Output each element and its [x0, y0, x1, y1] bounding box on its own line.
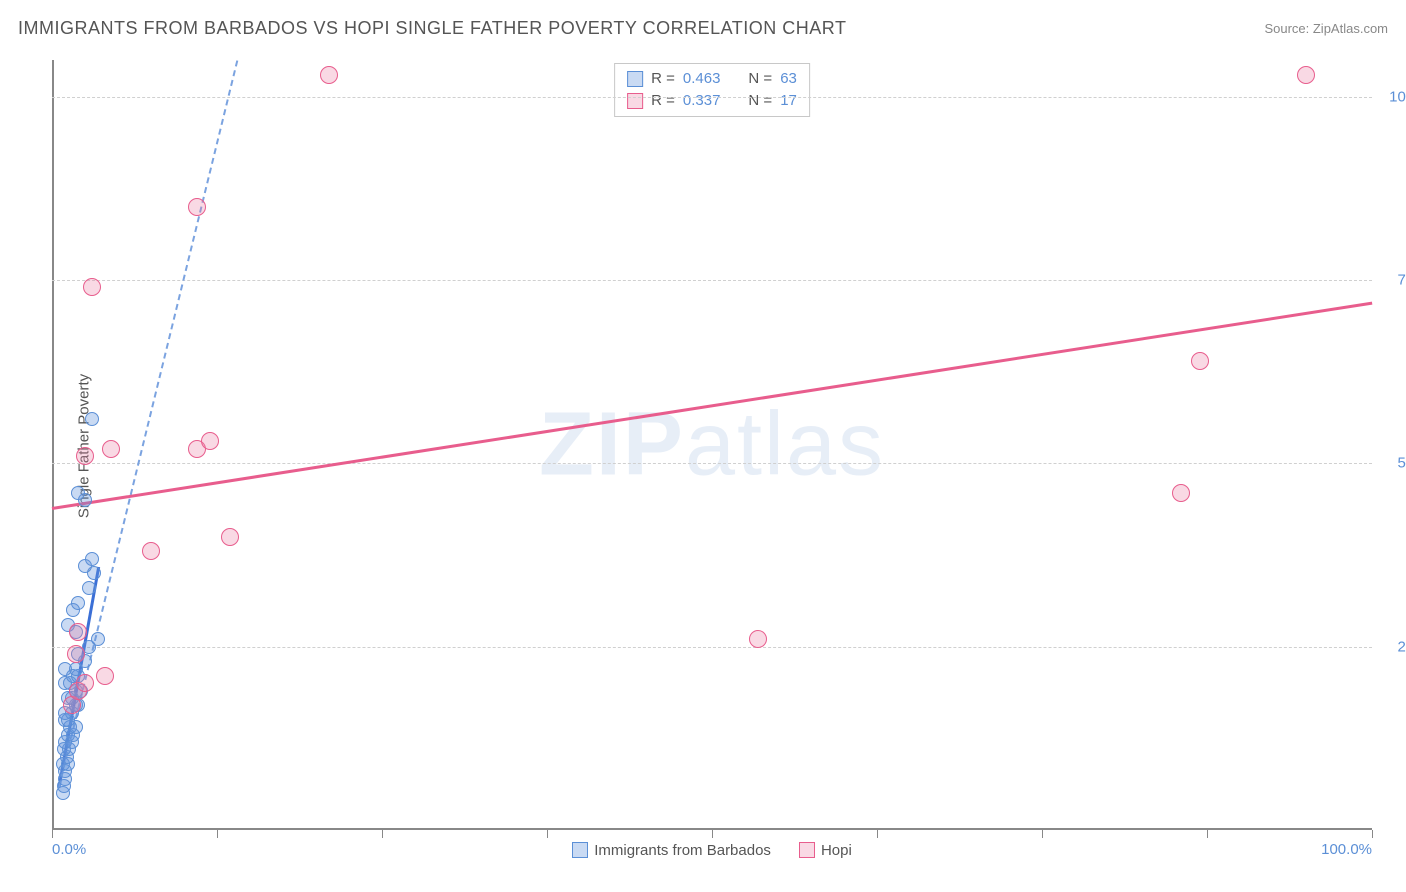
legend-stat-row: R = 0.463 N = 63	[627, 68, 797, 90]
x-tick	[1372, 830, 1373, 838]
x-tick-label: 100.0%	[1321, 841, 1372, 858]
data-point	[76, 447, 94, 465]
trendline	[52, 302, 1372, 510]
legend-item: Hopi	[799, 842, 852, 859]
x-tick-label: 0.0%	[52, 841, 86, 858]
data-point	[76, 674, 94, 692]
y-tick-label: 25.0%	[1380, 638, 1406, 655]
data-point	[83, 278, 101, 296]
legend-item-label: Immigrants from Barbados	[594, 842, 771, 859]
legend-item: Immigrants from Barbados	[572, 842, 771, 859]
watermark: ZIPatlas	[539, 394, 885, 497]
x-tick	[877, 830, 878, 838]
gridline	[52, 647, 1372, 648]
data-point	[142, 542, 160, 560]
data-point	[1297, 66, 1315, 84]
data-point	[82, 581, 96, 595]
legend-n-label: N =	[748, 68, 772, 90]
x-tick	[712, 830, 713, 838]
data-point	[749, 630, 767, 648]
chart-header: IMMIGRANTS FROM BARBADOS VS HOPI SINGLE …	[18, 18, 1388, 39]
x-tick	[52, 830, 53, 838]
data-point	[188, 198, 206, 216]
plot-area: ZIPatlas R =0.463N =63R =0.337N =17 Immi…	[52, 60, 1372, 830]
data-point	[71, 486, 85, 500]
legend-swatch	[799, 842, 815, 858]
data-point	[85, 552, 99, 566]
y-tick-label: 100.0%	[1380, 88, 1406, 105]
gridline	[52, 463, 1372, 464]
data-point	[96, 667, 114, 685]
legend-swatch	[627, 71, 643, 87]
data-point	[67, 645, 85, 663]
chart-title: IMMIGRANTS FROM BARBADOS VS HOPI SINGLE …	[18, 18, 846, 39]
data-point	[69, 623, 87, 641]
legend-r-label: R =	[651, 68, 675, 90]
x-tick	[1207, 830, 1208, 838]
x-tick	[547, 830, 548, 838]
legend-n-value: 63	[780, 68, 797, 90]
legend-r-label: R =	[651, 90, 675, 112]
legend-item-label: Hopi	[821, 842, 852, 859]
data-point	[58, 662, 72, 676]
data-point	[201, 432, 219, 450]
legend-swatch	[627, 93, 643, 109]
x-tick	[382, 830, 383, 838]
chart-source: Source: ZipAtlas.com	[1264, 21, 1388, 36]
data-point	[1191, 352, 1209, 370]
data-point	[85, 412, 99, 426]
data-point	[91, 632, 105, 646]
data-point	[221, 528, 239, 546]
y-axis	[52, 60, 54, 830]
data-point	[102, 440, 120, 458]
legend-stats: R = 0.463 N = 63 R = 0.337 N = 17	[614, 63, 810, 117]
data-point	[320, 66, 338, 84]
data-point	[71, 596, 85, 610]
legend-swatch	[572, 842, 588, 858]
x-tick	[1042, 830, 1043, 838]
legend-r-value: 0.337	[683, 90, 721, 112]
y-tick-label: 50.0%	[1380, 455, 1406, 472]
legend-r-value: 0.463	[683, 68, 721, 90]
gridline	[52, 280, 1372, 281]
x-tick	[217, 830, 218, 838]
legend-stat-row: R = 0.337 N = 17	[627, 90, 797, 112]
gridline	[52, 97, 1372, 98]
y-tick-label: 75.0%	[1380, 272, 1406, 289]
legend-series: Immigrants from Barbados Hopi	[52, 842, 1372, 863]
data-point	[1172, 484, 1190, 502]
legend-n-label: N =	[748, 90, 772, 112]
legend-n-value: 17	[780, 90, 797, 112]
